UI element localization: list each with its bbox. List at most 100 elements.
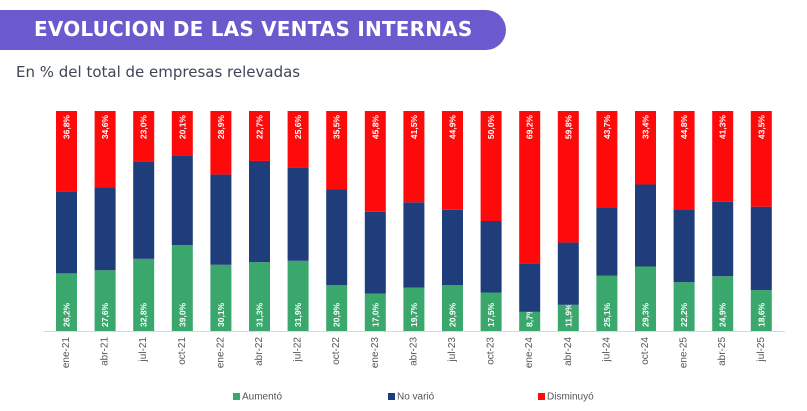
legend-label: Disminuyó [547, 392, 594, 403]
x-tick-label: ene-21 [61, 337, 72, 369]
bar-aumento [403, 287, 425, 331]
bar-no-vario [712, 201, 734, 277]
data-label: 36,8% [62, 115, 72, 140]
bar-disminuyo [750, 111, 772, 207]
bar-disminuyo [326, 111, 348, 190]
bar-disminuyo [557, 111, 579, 243]
data-label: 20,9% [448, 302, 458, 327]
bar-disminuyo [210, 111, 232, 175]
bar-disminuyo [519, 111, 541, 264]
bar-no-vario [480, 221, 502, 293]
x-tick-label: oct-23 [486, 337, 497, 365]
data-label: 17,5% [486, 302, 496, 327]
bar-aumento [56, 273, 77, 331]
data-label: 31,9% [293, 302, 303, 327]
x-tick-label: jul-22 [293, 337, 304, 363]
bar-aumento [519, 311, 541, 331]
data-label: 33,4% [641, 115, 651, 140]
data-label: 35,5% [332, 115, 342, 140]
data-label: 44,8% [679, 115, 689, 140]
bar-no-vario [750, 206, 772, 291]
data-label: 41,3% [718, 115, 728, 140]
data-label: 44,9% [448, 115, 458, 140]
bar-aumento [673, 282, 695, 331]
bar-no-vario [210, 174, 232, 265]
data-label: 28,9% [216, 115, 226, 140]
data-label: 43,7% [602, 115, 612, 140]
data-label: 8,7% [525, 307, 535, 327]
bar-disminuyo [442, 111, 463, 210]
x-tick-label: oct-24 [640, 337, 651, 365]
bar-disminuyo [596, 111, 618, 208]
x-tick-label: jul-25 [756, 337, 767, 363]
data-label: 18,6% [756, 302, 766, 327]
bar-aumento [326, 285, 348, 331]
bar-aumento [635, 266, 656, 331]
bar-no-vario [56, 191, 77, 274]
data-label: 43,5% [756, 115, 766, 140]
x-tick-label: jul-23 [447, 337, 458, 363]
data-label: 22,7% [255, 115, 265, 140]
bar-disminuyo [480, 111, 502, 221]
x-tick-label: abr-23 [408, 337, 419, 366]
bar-no-vario [519, 263, 541, 312]
bar-aumento [249, 262, 270, 331]
x-tick-label: abr-24 [563, 337, 574, 366]
bar-disminuyo [249, 111, 270, 161]
x-tick-label: ene-24 [524, 337, 535, 369]
data-label: 30,1% [216, 302, 226, 327]
bar-disminuyo [94, 111, 116, 188]
bar-no-vario [94, 187, 116, 271]
data-label: 26,2% [62, 302, 72, 327]
bar-disminuyo [403, 111, 425, 203]
x-tick-label: jul-21 [138, 337, 149, 363]
bar-aumento [480, 292, 502, 331]
legend-label: Aumentó [242, 392, 282, 403]
bar-aumento [364, 293, 386, 331]
bar-aumento [596, 275, 618, 331]
bar-disminuyo [56, 111, 77, 192]
bar-no-vario [403, 202, 425, 288]
bar-disminuyo [133, 111, 155, 162]
legend-swatch [233, 393, 240, 400]
data-label: 59,8% [563, 115, 573, 140]
bar-aumento [210, 264, 232, 331]
data-label: 17,0% [370, 302, 380, 327]
bar-aumento [750, 290, 772, 331]
x-tick-label: ene-23 [370, 337, 381, 369]
bar-no-vario [249, 160, 270, 263]
data-label: 41,5% [409, 115, 419, 140]
data-label: 22,2% [679, 302, 689, 327]
data-label: 69,2% [525, 115, 535, 140]
data-label: 31,3% [255, 302, 265, 327]
bar-disminuyo [635, 111, 656, 185]
x-tick-label: ene-25 [679, 337, 690, 369]
bar-aumento [557, 304, 579, 331]
x-tick-label: jul-24 [601, 337, 612, 363]
title-banner: EVOLUCION DE LAS VENTAS INTERNAS [0, 10, 506, 50]
bar-disminuyo [673, 111, 695, 210]
data-label: 32,8% [139, 302, 149, 327]
data-label: 25,1% [602, 302, 612, 327]
bar-aumento [712, 276, 734, 331]
bar-no-vario [326, 189, 348, 286]
data-label: 34,6% [100, 115, 110, 140]
bar-no-vario [442, 209, 463, 286]
bar-aumento [133, 258, 155, 331]
data-label: 29,3% [641, 302, 651, 327]
bar-no-vario [557, 242, 579, 305]
data-label: 27,6% [100, 302, 110, 327]
bar-no-vario [673, 209, 695, 283]
bar-no-vario [287, 167, 309, 261]
x-tick-label: abr-25 [717, 337, 728, 366]
bar-disminuyo [287, 111, 309, 168]
bar-no-vario [596, 207, 618, 276]
data-label: 24,9% [718, 302, 728, 327]
bar-disminuyo [171, 111, 193, 156]
x-tick-label: ene-22 [215, 337, 226, 369]
data-label: 20,9% [332, 302, 342, 327]
x-tick-label: abr-22 [254, 337, 265, 366]
data-label: 50,0% [486, 115, 496, 140]
chart-title: EVOLUCION DE LAS VENTAS INTERNAS [34, 17, 473, 41]
